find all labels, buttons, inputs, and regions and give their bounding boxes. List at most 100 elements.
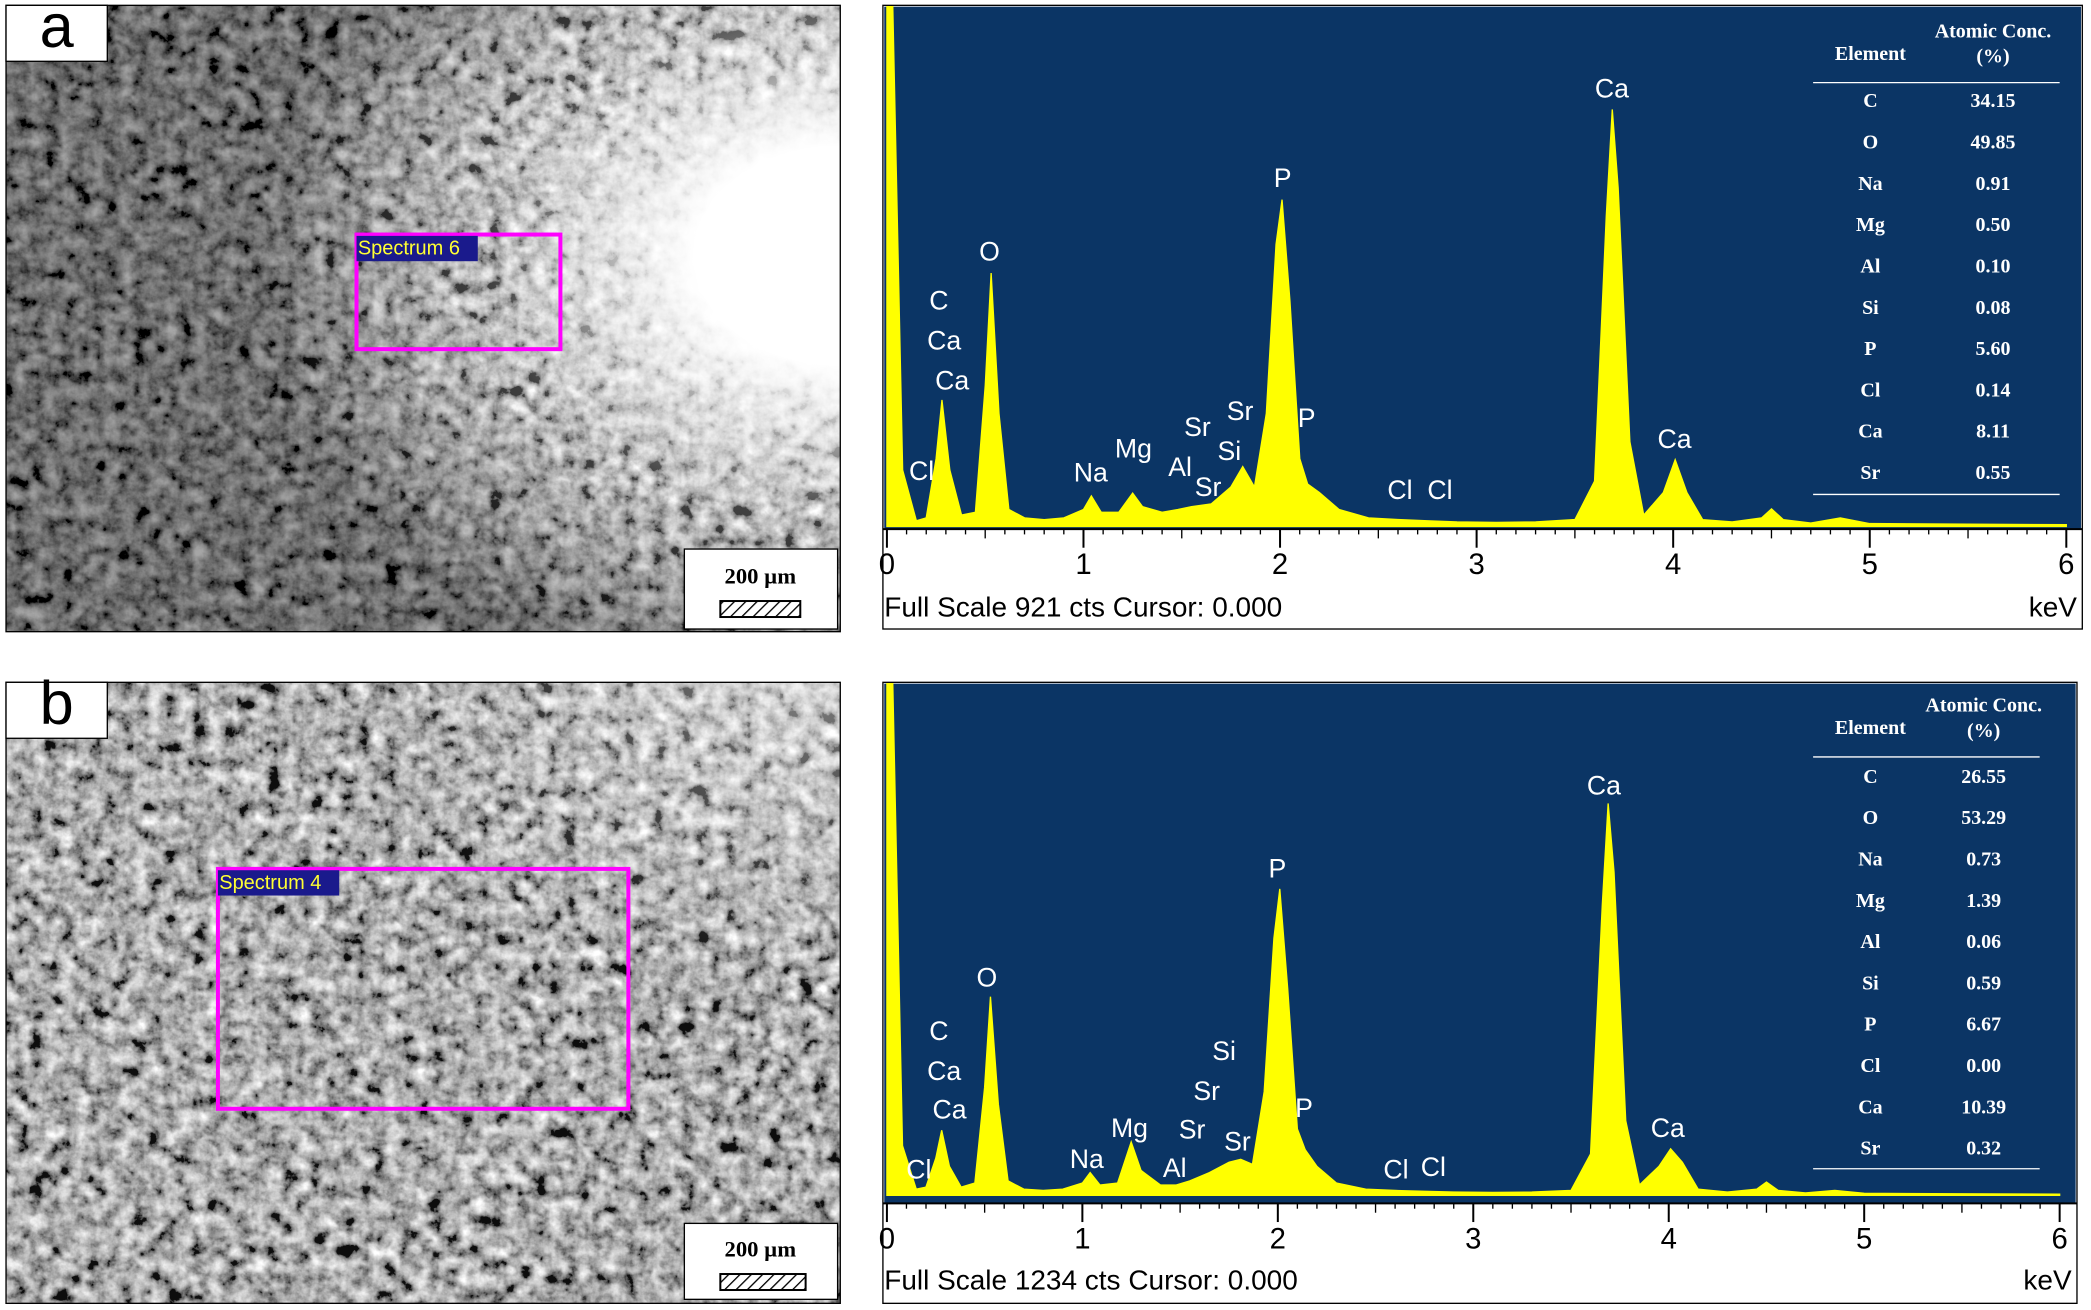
x-tick-label: 0	[879, 1222, 895, 1255]
table-cell: 0.00	[1966, 1055, 2001, 1077]
peak-label: Cl	[1427, 475, 1452, 505]
table-cell: Si	[1862, 297, 1879, 319]
table-cell: 0.73	[1966, 848, 2001, 870]
table-cell: 10.39	[1961, 1096, 2006, 1118]
panel-label: b	[40, 669, 74, 737]
table-cell: O	[1863, 807, 1879, 829]
peak-label: Sr	[1184, 412, 1211, 442]
spectrum-label: Spectrum 4	[219, 872, 321, 894]
peak-label: Na	[1074, 457, 1108, 487]
table-cell: Mg	[1856, 890, 1885, 912]
spectrum-label: Spectrum 6	[358, 237, 460, 259]
peak-label: Mg	[1111, 1113, 1148, 1143]
peak-label: Sr	[1227, 396, 1254, 426]
peak-label: Ca	[1657, 424, 1691, 454]
table-cell: 5.60	[1976, 338, 2011, 360]
table-cell: 0.32	[1966, 1138, 2001, 1160]
plot-background	[884, 683, 2076, 1204]
table-cell: 0.06	[1966, 931, 2001, 953]
scale-bar-label: 200 µm	[725, 1237, 797, 1262]
peak-label: Mg	[1115, 433, 1152, 463]
x-tick-label: 4	[1661, 1222, 1677, 1255]
table-cell: 8.11	[1976, 421, 2010, 443]
peak-label: P	[1295, 1093, 1313, 1123]
peak-label: Sr	[1224, 1126, 1251, 1156]
peak-label: Ca	[933, 1094, 967, 1124]
table-cell: P	[1864, 1014, 1876, 1036]
peak-label: Ca	[1651, 1113, 1685, 1143]
eds-spectrum: 0 1 2 3 4 5 6 Full Scale 1234 cts Cursor: 0.000…	[879, 681, 2078, 1305]
table-header-box: Atomic Conc.(%)	[1925, 695, 2042, 743]
spectrum-area	[886, 682, 2061, 1197]
peak-label: Si	[1212, 1036, 1236, 1066]
peak-label: Al	[1163, 1153, 1187, 1183]
x-tick-label: 2	[1272, 548, 1288, 581]
footer: Full Scale 921 cts Cursor: 0.000	[884, 591, 1282, 622]
sem-image-b: b Spectrum 4 200 µm	[5, 669, 841, 1305]
peak-label: Sr	[1179, 1114, 1206, 1144]
table-cell: Na	[1858, 173, 1882, 195]
x-tick-label: 2	[1270, 1222, 1286, 1255]
table-cell: 0.14	[1976, 379, 2011, 401]
x-tick-label: 6	[2052, 1222, 2068, 1255]
peak-label: Cl	[909, 456, 934, 486]
table-cell: Mg	[1856, 214, 1885, 236]
table-header: Element	[1835, 717, 1906, 739]
x-tick-label: 1	[1075, 548, 1091, 581]
x-tick-label: 3	[1465, 1222, 1481, 1255]
table-cell: 1.39	[1966, 890, 2001, 912]
table-header: Atomic Conc.(%)	[1925, 695, 2042, 743]
peak-label: Na	[1070, 1144, 1104, 1174]
table-cell: 53.29	[1961, 807, 2006, 829]
peak-label: Ca	[927, 1056, 961, 1086]
x-tick-label: 6	[2058, 548, 2074, 581]
peak-label: Ca	[935, 366, 969, 396]
x-tick-label: 4	[1665, 548, 1681, 581]
table-cell: Si	[1862, 972, 1879, 994]
eds-spectrum: 0 1 2 3 4 5 6 Full Scale 921 cts Cursor: 0.000 k…	[879, 4, 2083, 630]
x-tick-label: 3	[1468, 548, 1484, 581]
table-cell: 0.10	[1976, 255, 2011, 277]
x-axis-label: keV	[2029, 591, 2078, 622]
table-cell: Na	[1858, 848, 1882, 870]
peak-label: P	[1268, 853, 1286, 883]
sem-image-a: a Spectrum 6 200 µm	[5, 0, 841, 633]
x-tick-label: 5	[1862, 548, 1878, 581]
table-cell: Cl	[1860, 1055, 1880, 1077]
spectrum-area	[886, 5, 2067, 528]
table-cell: P	[1864, 338, 1876, 360]
peak-label: P	[1274, 163, 1292, 193]
x-tick-label: 0	[879, 548, 895, 581]
table-cell: Cl	[1860, 379, 1880, 401]
table-cell: Ca	[1858, 421, 1882, 443]
peak-label: Ca	[1587, 771, 1621, 801]
footer: Full Scale 1234 cts Cursor: 0.000	[884, 1264, 1298, 1295]
peak-label: Cl	[1421, 1152, 1446, 1182]
peak-label: Al	[1168, 452, 1192, 482]
peak-label: Si	[1218, 436, 1242, 466]
table-cell: 0.08	[1976, 297, 2011, 319]
peak-label: C	[929, 1016, 948, 1046]
table-cell: Ca	[1858, 1096, 1882, 1118]
peak-label: Sr	[1193, 1076, 1220, 1106]
peak-label: C	[929, 286, 948, 316]
table-cell: Sr	[1860, 1138, 1880, 1160]
table-cell: 6.67	[1966, 1014, 2001, 1036]
x-tick-label: 5	[1856, 1222, 1872, 1255]
plot-background	[884, 6, 2081, 530]
peak-label: O	[979, 236, 1000, 266]
x-axis-label: keV	[2023, 1264, 2072, 1295]
table-cell: 49.85	[1971, 132, 2016, 154]
table-cell: 0.55	[1976, 462, 2011, 484]
table-cell: 0.91	[1976, 173, 2011, 195]
table-cell: C	[1863, 766, 1877, 788]
panel-label: a	[40, 0, 75, 60]
table-cell: 34.15	[1971, 90, 2016, 112]
peak-label: Cl	[1383, 1154, 1408, 1184]
table-cell: Al	[1860, 255, 1880, 277]
peak-label: Ca	[1595, 74, 1629, 104]
peak-label: O	[976, 963, 997, 993]
table-cell: 26.55	[1961, 766, 2006, 788]
